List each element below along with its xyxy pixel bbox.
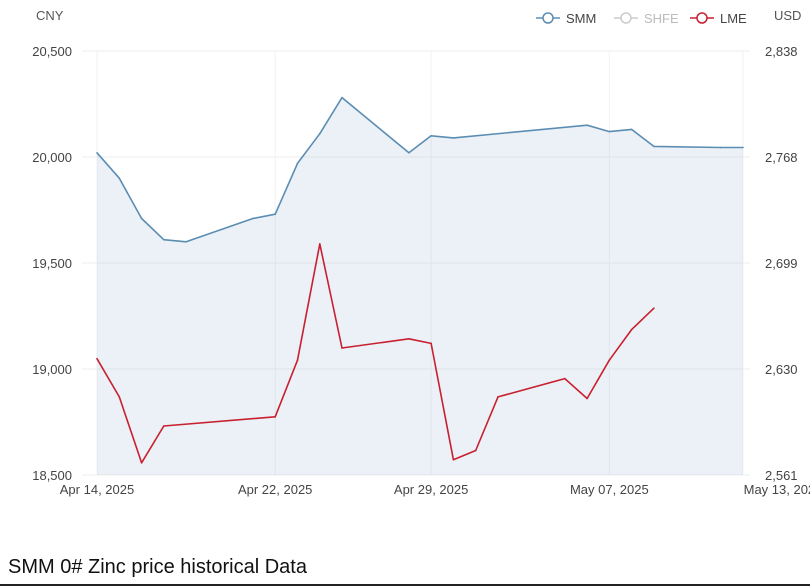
legend-label: SMM	[566, 11, 596, 26]
legend-marker-icon	[696, 12, 708, 24]
data-point-smm[interactable]	[118, 177, 121, 179]
y-tick-label-right: 2,699	[765, 256, 798, 271]
y-tick-label-right: 2,768	[765, 150, 798, 165]
legend-item-smm[interactable]: SMM	[536, 11, 596, 26]
axis-labels: 20,500 2,838 20,000 2,768 19,500 2,699 19,000 2…	[32, 8, 810, 497]
data-point-lme[interactable]	[586, 397, 588, 400]
series-lines	[96, 96, 744, 464]
data-point-lme[interactable]	[608, 359, 611, 361]
data-point-smm[interactable]	[630, 128, 633, 131]
legend-marker-icon	[542, 12, 554, 24]
data-point-lme[interactable]	[118, 396, 121, 398]
legend-item-shfe[interactable]: SHFE	[614, 11, 679, 26]
y-tick-label-right: 2,838	[765, 44, 798, 59]
data-point-lme[interactable]	[430, 342, 432, 345]
data-point-lme[interactable]	[630, 328, 633, 331]
y-tick-label-left: 20,000	[32, 150, 72, 165]
series-areas	[97, 97, 743, 475]
data-point-lme[interactable]	[296, 359, 299, 361]
x-tick-label: May 07, 2025	[570, 482, 649, 497]
y-tick-label-left: 19,500	[32, 256, 72, 271]
data-point-smm[interactable]	[274, 213, 277, 216]
x-tick-label: Apr 29, 2025	[394, 482, 468, 497]
price-chart: 20,500 2,838 20,000 2,768 19,500 2,699 19,000 2…	[32, 8, 810, 497]
data-point-lme[interactable]	[163, 425, 165, 427]
data-point-smm[interactable]	[341, 96, 343, 99]
y-tick-label-left: 19,000	[32, 362, 72, 377]
data-point-smm[interactable]	[318, 132, 321, 135]
legend-label: LME	[720, 11, 747, 26]
series-line-lme[interactable]	[96, 243, 655, 464]
data-point-lme[interactable]	[408, 337, 410, 340]
y-tick-label-left: 18,500	[32, 468, 72, 483]
data-point-smm[interactable]	[653, 145, 655, 148]
data-point-lme[interactable]	[140, 461, 143, 464]
data-point-lme[interactable]	[341, 347, 343, 349]
data-point-smm[interactable]	[742, 146, 744, 149]
data-point-lme[interactable]	[318, 243, 321, 245]
data-point-lme[interactable]	[653, 307, 655, 309]
y-tick-label-left: 20,500	[32, 44, 72, 59]
x-tick-label: Apr 22, 2025	[238, 482, 312, 497]
legend[interactable]: SMM SHFE LME	[536, 11, 747, 26]
data-point-smm[interactable]	[140, 217, 143, 220]
data-point-lme[interactable]	[96, 357, 98, 360]
data-point-lme[interactable]	[497, 396, 499, 398]
data-point-smm[interactable]	[252, 217, 254, 220]
data-point-smm[interactable]	[408, 151, 410, 154]
left-axis-unit: CNY	[36, 8, 64, 23]
legend-marker-icon	[620, 12, 632, 24]
data-point-smm[interactable]	[608, 130, 611, 133]
data-point-smm[interactable]	[163, 238, 165, 241]
section-title: SMM 0# Zinc price historical Data	[8, 556, 307, 578]
data-point-smm[interactable]	[296, 162, 299, 165]
data-point-lme[interactable]	[474, 449, 477, 452]
series-area-smm	[97, 97, 743, 475]
data-point-smm[interactable]	[430, 135, 432, 137]
right-axis-unit: USD	[774, 8, 801, 23]
data-point-smm[interactable]	[719, 146, 722, 149]
x-tick-label: May 13, 2025	[744, 482, 810, 497]
data-point-lme[interactable]	[452, 458, 455, 461]
y-tick-label-right: 2,630	[765, 362, 798, 377]
data-point-lme[interactable]	[563, 377, 566, 380]
data-point-smm[interactable]	[452, 137, 455, 139]
data-point-smm[interactable]	[586, 124, 588, 126]
data-point-lme[interactable]	[274, 416, 277, 418]
section-divider	[0, 584, 810, 586]
data-point-smm[interactable]	[185, 241, 187, 243]
legend-item-lme[interactable]: LME	[690, 11, 747, 26]
data-point-smm[interactable]	[96, 151, 98, 154]
grid-lines	[82, 50, 750, 476]
x-tick-label: Apr 14, 2025	[60, 482, 134, 497]
legend-label: SHFE	[644, 11, 679, 26]
y-tick-label-right: 2,561	[765, 468, 798, 483]
